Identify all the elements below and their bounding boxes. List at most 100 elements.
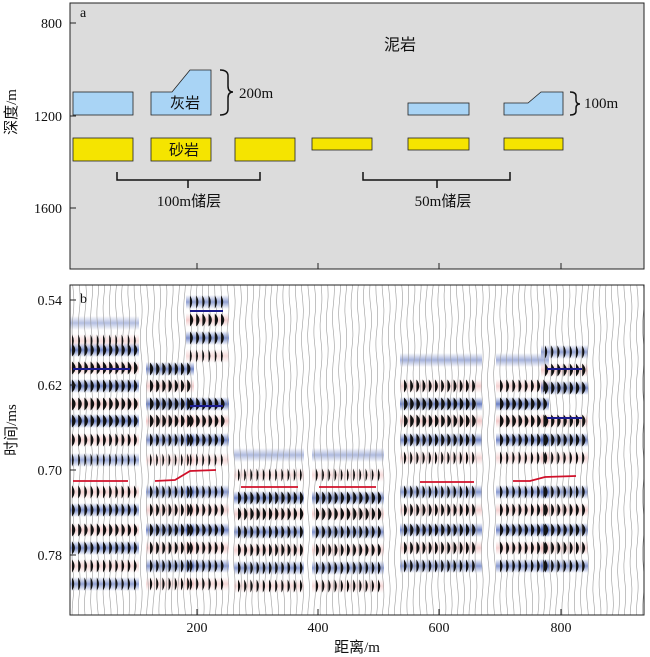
seismic-wiggle-peak xyxy=(340,491,345,505)
seismic-wiggle-peak xyxy=(545,541,548,555)
seismic-wiggle-peak xyxy=(190,503,193,517)
seismic-wiggle-peak xyxy=(447,523,451,537)
seismic-wiggle-peak xyxy=(512,503,516,517)
seismic-wiggle-peak xyxy=(353,468,355,482)
seismic-wiggle-peak xyxy=(115,343,119,357)
seismic-wiggle-peak xyxy=(196,295,199,309)
seismic-wiggle-peak xyxy=(322,491,326,505)
seismic-wiggle-peak xyxy=(466,397,470,411)
seismic-wiggle-peak xyxy=(563,559,567,573)
seismic-wiggle-peak xyxy=(459,379,463,393)
seismic-trace xyxy=(530,285,533,615)
seismic-trace xyxy=(276,285,279,615)
seismic-wiggle-peak xyxy=(359,561,362,575)
limestone-block-3 xyxy=(407,102,470,116)
seismic-wiggle-peak xyxy=(422,397,427,411)
seismic-wiggle-peak xyxy=(174,503,178,517)
seismic-wiggle-peak xyxy=(72,397,76,411)
seismic-wiggle-peak xyxy=(221,331,224,345)
seismic-wiggle-peak xyxy=(156,577,159,591)
seismic-wiggle-peak xyxy=(181,397,185,411)
seismic-wiggle-peak xyxy=(202,295,205,309)
mudstone-label: 泥岩 xyxy=(384,36,416,54)
seismic-wiggle-peak xyxy=(531,559,534,573)
seismic-wiggle-peak xyxy=(569,503,573,517)
seismic-wiggle-peak xyxy=(453,397,458,411)
seismic-wiggle-peak xyxy=(518,379,522,393)
seismic-wiggle-peak xyxy=(109,559,112,573)
seismic-trace xyxy=(307,285,310,615)
seismic-wiggle-peak xyxy=(221,577,224,591)
seismic-wiggle-peak xyxy=(214,349,217,363)
seismic-wiggle-peak xyxy=(378,543,381,557)
seismic-wiggle-peak xyxy=(459,451,462,465)
seismic-wiggle-peak xyxy=(238,468,240,482)
seismic-wiggle-peak xyxy=(453,433,457,447)
seismic-wiggle-peak xyxy=(115,485,118,499)
seismic-wiggle-peak xyxy=(365,525,369,539)
seismic-wiggle-peak xyxy=(453,414,458,428)
seismic-wiggle-peak xyxy=(416,541,420,555)
seismic-wiggle-peak xyxy=(316,579,319,593)
seismic-wiggle-peak xyxy=(109,541,113,555)
seismic-wiggle-peak xyxy=(196,485,199,499)
bracket-50m-reservoir-label: 50m储层 xyxy=(415,193,472,210)
brace-200m-label: 200m xyxy=(239,86,274,102)
seismic-wiggle-peak xyxy=(557,381,561,395)
seismic-wiggle-peak xyxy=(275,561,278,575)
seismic-wiggle-peak xyxy=(537,451,540,465)
seismic-wiggle-peak xyxy=(156,414,160,428)
seismic-wiggle-peak xyxy=(121,379,125,393)
seismic-wiggle-peak xyxy=(322,543,326,557)
seismic-wiggle-peak xyxy=(293,507,298,521)
seismic-wiggle-peak xyxy=(569,345,572,359)
seismic-trace xyxy=(474,285,478,615)
seismic-wiggle-peak xyxy=(557,485,560,499)
seismic-wiggle-peak xyxy=(447,414,451,428)
seismic-wiggle-peak xyxy=(531,523,535,537)
seismic-wiggle-peak xyxy=(347,491,351,505)
seismic-wiggle-peak xyxy=(281,525,285,539)
seismic-wiggle-peak xyxy=(316,507,320,521)
seismic-wiggle-peak xyxy=(340,561,344,575)
seismic-wiggle-peak xyxy=(187,541,191,555)
seismic-wiggle-peak xyxy=(84,577,87,591)
seismic-wiggle-peak xyxy=(208,414,213,428)
seismic-trace xyxy=(388,285,391,615)
seismic-trace xyxy=(239,285,242,615)
seismic-wiggle-peak xyxy=(174,523,179,537)
seismic-wiggle-peak xyxy=(90,379,94,393)
seismic-trace xyxy=(505,285,509,615)
seismic-wiggle-peak xyxy=(365,468,368,482)
seismic-wiggle-peak xyxy=(576,433,580,447)
seismic-wiggle-peak xyxy=(72,433,75,447)
seismic-wiggle-peak xyxy=(150,379,154,393)
seismic-wiggle-peak xyxy=(190,559,193,573)
seismic-wiggle-peak xyxy=(293,525,297,539)
seismic-wiggle-peak xyxy=(78,559,81,573)
seismic-wiggle-peak xyxy=(72,523,76,537)
seismic-wiggle-peak xyxy=(447,451,450,465)
seismic-amplitude-band xyxy=(496,541,549,555)
seismic-wiggle-peak xyxy=(96,379,101,393)
seismic-wiggle-peak xyxy=(410,541,414,555)
seismic-wiggle-peak xyxy=(96,485,100,499)
seismic-wiggle-peak xyxy=(196,331,200,345)
seismic-wiggle-peak xyxy=(221,523,225,537)
seismic-wiggle-peak xyxy=(84,503,88,517)
seismic-wiggle-peak xyxy=(447,559,450,573)
seismic-wiggle-peak xyxy=(512,541,516,555)
seismic-trace xyxy=(344,285,347,615)
seismic-wiggle-peak xyxy=(537,523,541,537)
seismic-wiggle-peak xyxy=(353,543,357,557)
seismic-wiggle-peak xyxy=(190,349,192,363)
seismic-wiggle-peak xyxy=(187,362,191,376)
seismic-wiggle-peak xyxy=(353,579,356,593)
panel-a-ylabel: 深度/m xyxy=(3,89,20,135)
seismic-wiggle-peak xyxy=(250,579,253,593)
seismic-wiggle-peak xyxy=(316,543,319,557)
panel-a-yaxis: 800 1200 1600 深度/m xyxy=(3,17,76,217)
seismic-wiggle-peak xyxy=(244,525,248,539)
bracket-100m-reservoir xyxy=(116,172,261,188)
seismic-wiggle-peak xyxy=(531,451,534,465)
